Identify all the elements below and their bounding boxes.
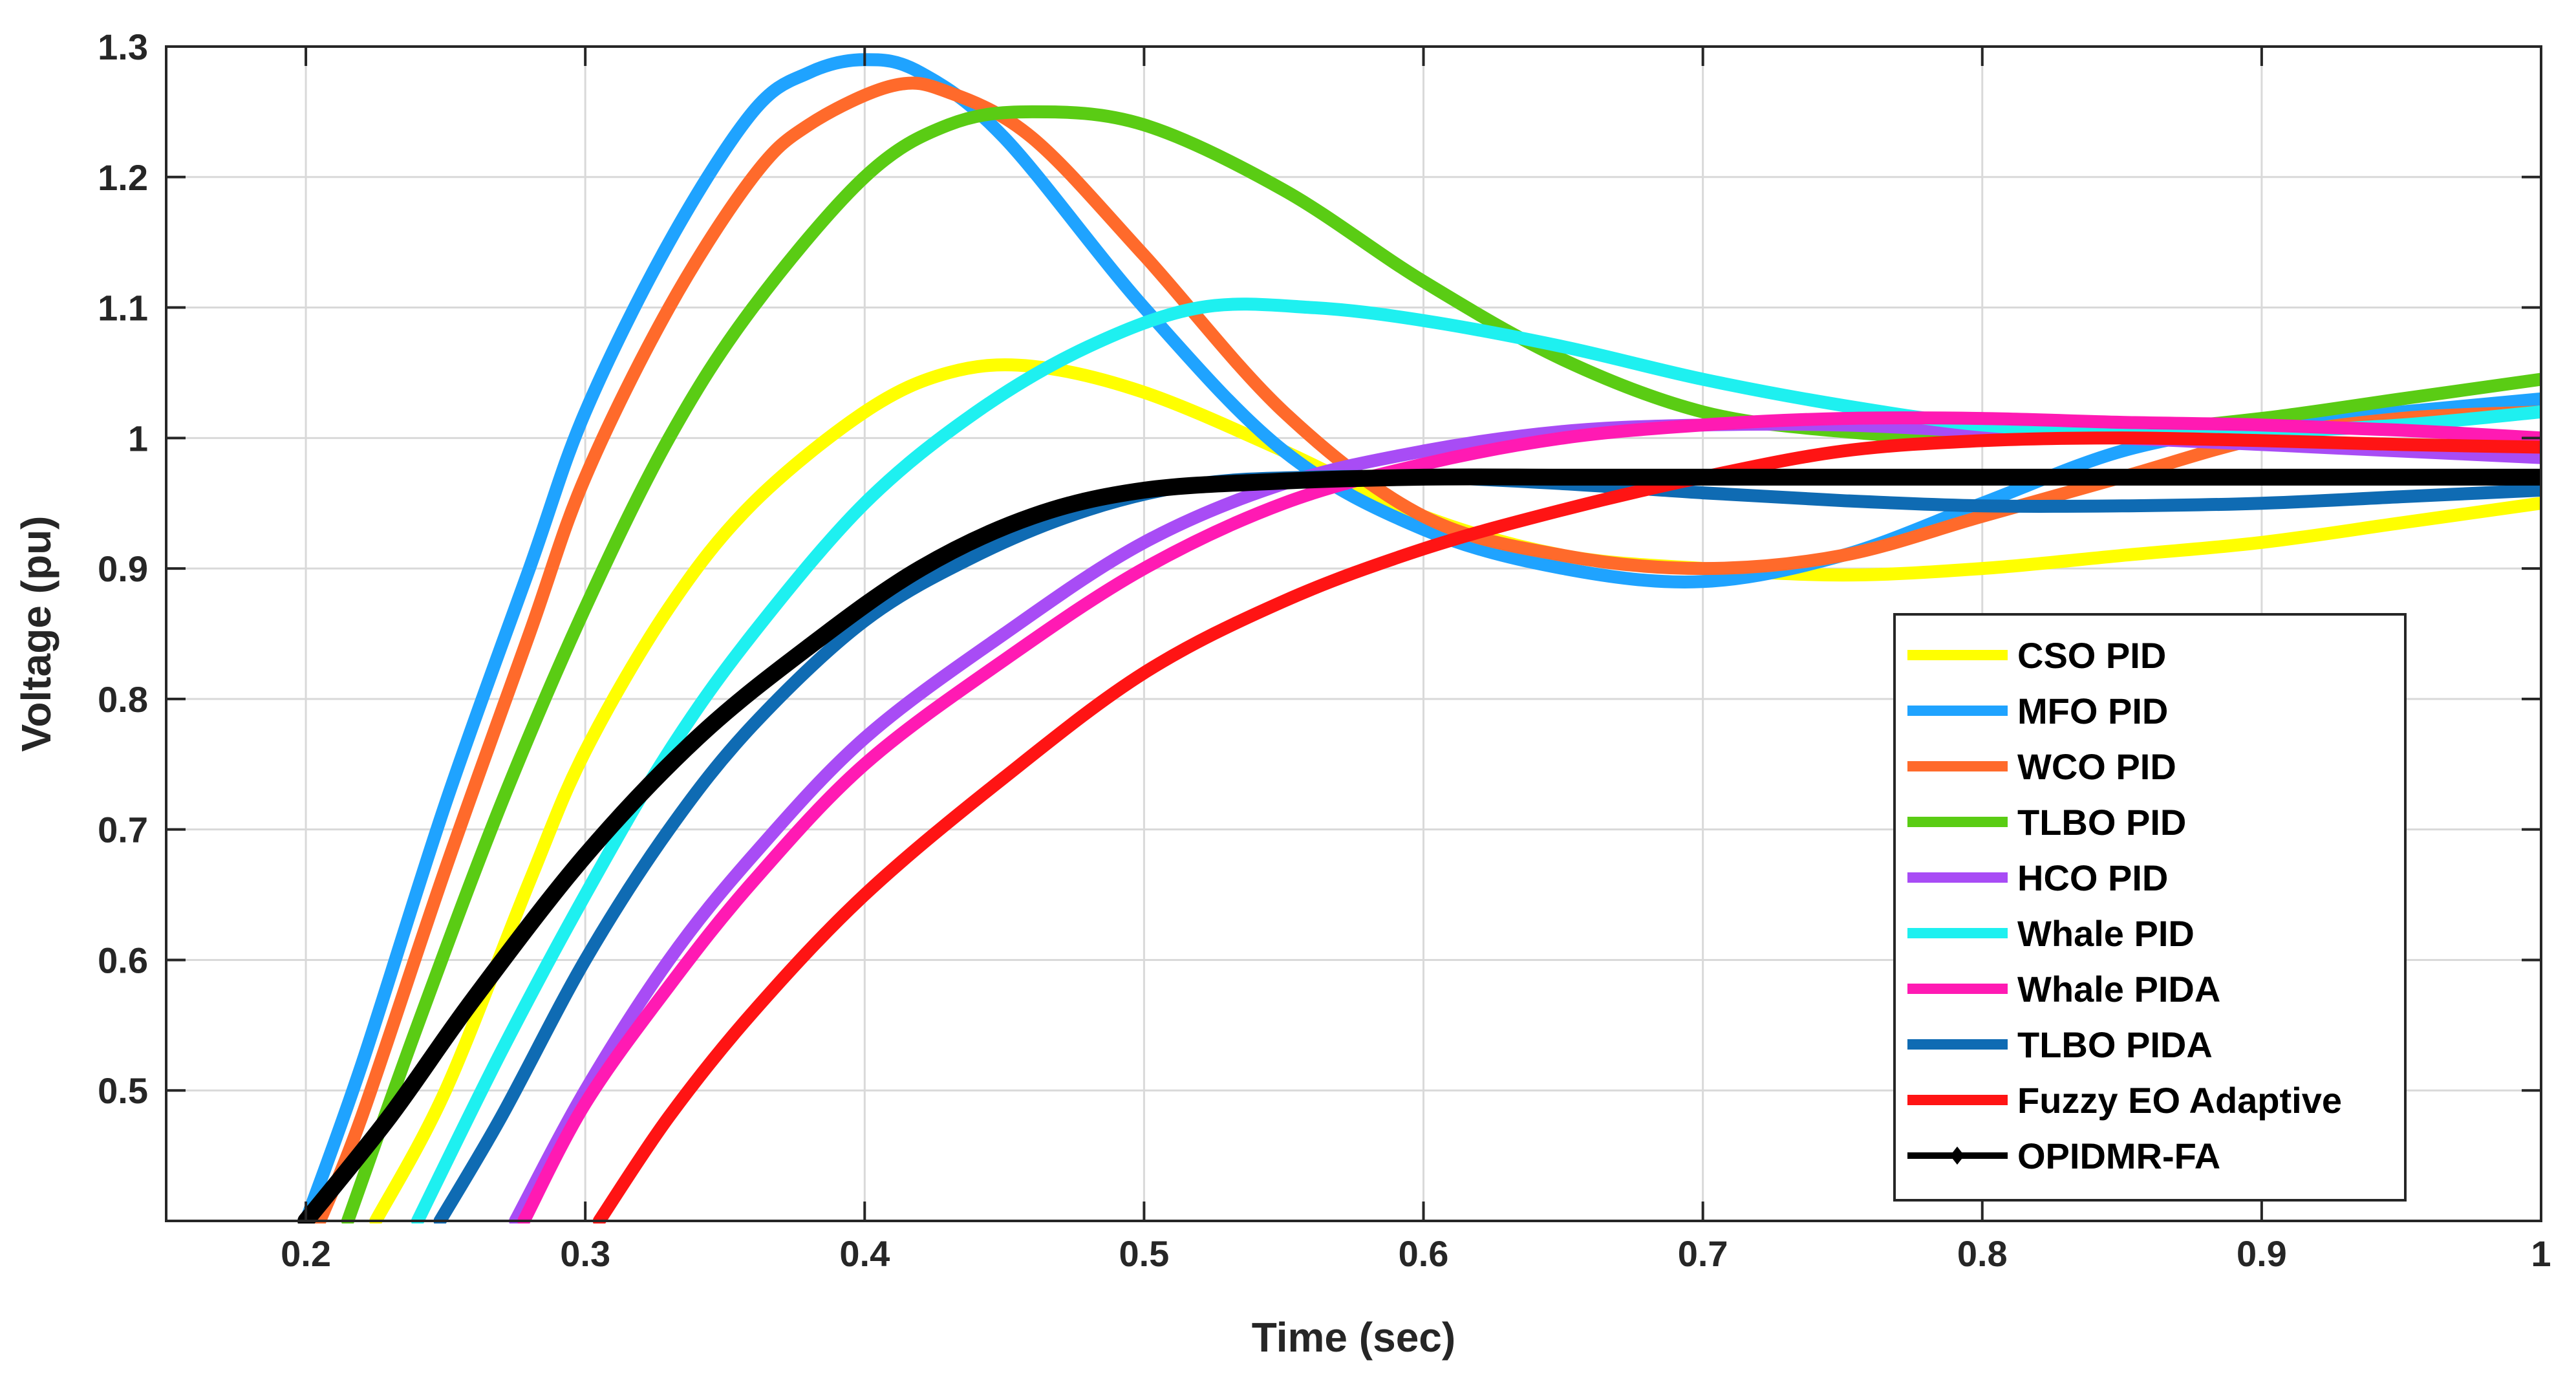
x-tick-label: 0.5 bbox=[1119, 1233, 1169, 1274]
y-tick-label: 0.9 bbox=[98, 548, 148, 589]
x-tick-label: 0.2 bbox=[281, 1233, 331, 1274]
x-tick-labels: 0.2 0.3 0.4 0.5 0.6 0.7 0.8 0.9 1 bbox=[281, 1233, 2551, 1274]
series-line-whale-pida bbox=[517, 411, 2541, 1224]
legend-label-whale-pida: Whale PIDA bbox=[2017, 969, 2220, 1009]
plot-frame bbox=[165, 45, 2542, 1222]
x-tick-label: 0.9 bbox=[2237, 1233, 2287, 1274]
x-tick-label: 0.4 bbox=[839, 1233, 890, 1274]
x-tick-label: 0.8 bbox=[1957, 1233, 2008, 1274]
legend-label-wco-pid: WCO PID bbox=[2017, 746, 2176, 787]
legend-label-cso-pid: CSO PID bbox=[2017, 635, 2166, 676]
y-tick-label: 1.2 bbox=[98, 157, 148, 198]
x-tick-label: 1 bbox=[2531, 1233, 2551, 1274]
series-line-opidmr-fa bbox=[297, 468, 2541, 1224]
y-tick-label: 1.1 bbox=[98, 288, 148, 329]
legend-label-hco-pid: HCO PID bbox=[2017, 857, 2168, 898]
legend-label-mfo-pid: MFO PID bbox=[2017, 691, 2168, 731]
y-tick-label: 1 bbox=[128, 418, 148, 458]
x-tick-label: 0.6 bbox=[1399, 1233, 1449, 1274]
legend-label-tlbo-pid: TLBO PID bbox=[2017, 802, 2186, 843]
x-axis-title: Time (sec) bbox=[1252, 1314, 1455, 1361]
y-tick-label: 0.5 bbox=[98, 1070, 148, 1111]
y-tick-label: 1.3 bbox=[98, 27, 148, 67]
legend-label-tlbo-pida: TLBO PIDA bbox=[2017, 1024, 2213, 1065]
series-lines bbox=[297, 53, 2541, 1224]
x-tick-label: 0.7 bbox=[1678, 1233, 1728, 1274]
legend-label-fuzzy-eo-adaptive: Fuzzy EO Adaptive bbox=[2017, 1080, 2342, 1121]
legend-label-whale-pid: Whale PID bbox=[2017, 913, 2195, 954]
series-line-cso-pid bbox=[369, 358, 2541, 1224]
y-tick-label: 0.7 bbox=[98, 810, 148, 850]
series-line-fuzzy-eo-adaptive bbox=[592, 431, 2541, 1224]
legend-marker-diamond bbox=[1950, 1147, 1964, 1165]
y-tick-labels: 0.5 0.6 0.7 0.8 0.9 1 1.1 1.2 1.3 bbox=[98, 27, 148, 1111]
y-axis-title: Voltage (pu) bbox=[13, 516, 59, 752]
y-tick-label: 0.6 bbox=[98, 940, 148, 980]
x-tick-label: 0.3 bbox=[560, 1233, 610, 1274]
y-tick-label: 0.8 bbox=[98, 679, 148, 720]
axis-ticks bbox=[166, 45, 2542, 1221]
legend: CSO PID MFO PID WCO PID TLBO PID HCO PID Whal… bbox=[1893, 613, 2407, 1202]
legend-label-opidmr-fa: OPIDMR-FA bbox=[2017, 1136, 2220, 1176]
